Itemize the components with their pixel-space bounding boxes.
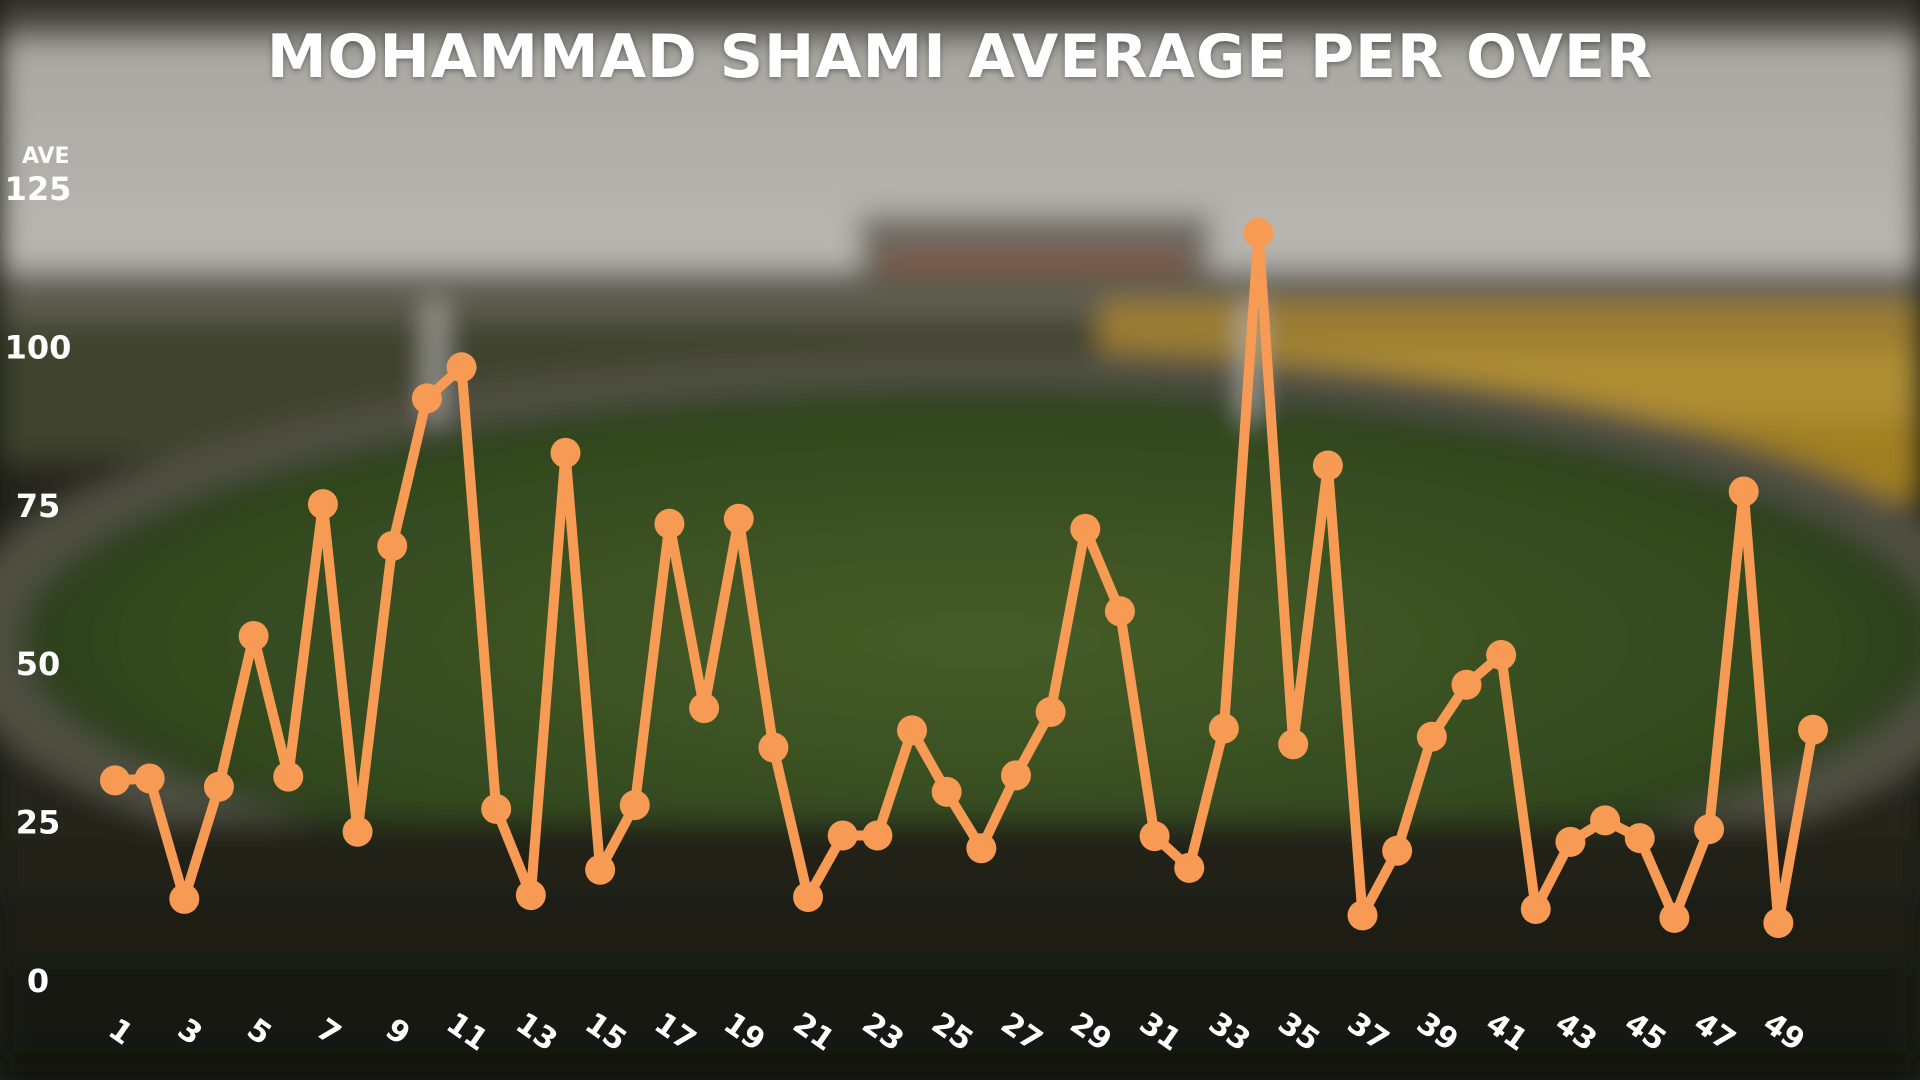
data-point: [1139, 821, 1170, 852]
y-tick-label: 125: [5, 170, 72, 208]
x-tick-label: 43: [1549, 1006, 1603, 1059]
data-point: [446, 352, 477, 383]
data-point: [238, 620, 269, 651]
data-point: [1798, 714, 1828, 745]
data-point: [1659, 902, 1690, 933]
data-point: [1763, 907, 1794, 938]
x-tick-label: 31: [1133, 1006, 1187, 1059]
x-tick-label: 1: [102, 1012, 139, 1053]
data-point: [1208, 713, 1239, 744]
data-point: [1278, 729, 1309, 760]
y-axis: 0 25 50 75 100 125: [5, 170, 72, 1000]
x-tick-label: 37: [1341, 1006, 1395, 1059]
data-point: [758, 732, 789, 763]
data-point: [931, 776, 962, 807]
x-tick-label: 13: [509, 1006, 563, 1059]
y-tick-label: 0: [27, 962, 49, 1000]
data-point: [1382, 835, 1413, 866]
x-tick-label: 27: [994, 1006, 1048, 1059]
data-point: [654, 508, 685, 539]
data-point: [966, 833, 997, 864]
data-point: [897, 715, 928, 746]
x-tick-label: 19: [717, 1006, 771, 1059]
data-point: [134, 763, 165, 794]
series: [100, 217, 1828, 938]
y-tick-label: 75: [16, 487, 61, 525]
data-point: [1347, 900, 1378, 931]
data-point: [1520, 894, 1551, 925]
data-point: [1000, 760, 1031, 791]
data-point: [1555, 826, 1586, 857]
x-tick-label: 45: [1618, 1006, 1672, 1059]
x-tick-label: 15: [578, 1006, 632, 1059]
data-point: [1416, 721, 1447, 752]
data-point: [169, 883, 200, 914]
data-point: [1035, 696, 1066, 727]
x-tick-label: 3: [171, 1012, 208, 1053]
data-point: [1590, 805, 1621, 836]
data-point: [1486, 639, 1517, 670]
data-point: [827, 820, 858, 851]
data-point: [862, 820, 893, 851]
data-point: [1243, 217, 1274, 248]
series-line: [110, 227, 1818, 928]
data-point: [793, 881, 824, 912]
x-tick-label: 25: [925, 1006, 979, 1059]
x-tick-label: 47: [1687, 1006, 1741, 1059]
data-point: [1174, 852, 1205, 883]
data-point: [550, 437, 581, 468]
y-axis-title: AVE: [22, 144, 70, 169]
y-tick-label: 25: [16, 804, 61, 842]
x-tick-label: 23: [856, 1006, 910, 1059]
x-tick-label: 9: [379, 1012, 416, 1053]
x-tick-label: 39: [1410, 1006, 1464, 1059]
data-point: [307, 489, 338, 520]
data-point: [619, 790, 650, 821]
y-tick-label: 50: [16, 645, 61, 683]
x-tick-label: 11: [440, 1006, 494, 1059]
x-tick-label: 41: [1479, 1006, 1533, 1059]
x-tick-label: 21: [786, 1006, 840, 1059]
data-point: [1728, 476, 1759, 507]
x-tick-label: 17: [648, 1006, 702, 1059]
data-point: [1624, 823, 1655, 854]
chart-title: MOHAMMAD SHAMI AVERAGE PER OVER: [266, 22, 1654, 92]
data-point: [723, 503, 754, 534]
data-point: [377, 530, 408, 561]
x-tick-label: 33: [1202, 1006, 1256, 1059]
data-point: [411, 383, 442, 414]
data-point: [481, 793, 512, 824]
data-point: [203, 771, 234, 802]
data-point: [689, 693, 720, 724]
x-tick-label: 29: [1064, 1006, 1118, 1059]
data-point: [585, 854, 616, 885]
x-tick-label: 5: [240, 1012, 277, 1053]
x-tick-label: 35: [1272, 1006, 1326, 1059]
data-point: [1104, 596, 1135, 627]
data-point: [1070, 513, 1101, 544]
x-axis: 1 3 5 7 9 11 13 15 17 19 21 23 25 27 29 31 33 35 37 39 41 43 4…: [102, 1006, 1811, 1059]
x-tick-label: 49: [1757, 1006, 1811, 1059]
data-point: [100, 765, 130, 796]
data-point: [342, 816, 373, 847]
data-point: [273, 761, 304, 792]
x-tick-label: 7: [310, 1012, 347, 1053]
data-point: [1694, 814, 1725, 845]
data-point: [1312, 450, 1343, 481]
y-tick-label: 100: [5, 328, 72, 366]
data-point: [1451, 669, 1482, 700]
data-point: [515, 880, 546, 911]
